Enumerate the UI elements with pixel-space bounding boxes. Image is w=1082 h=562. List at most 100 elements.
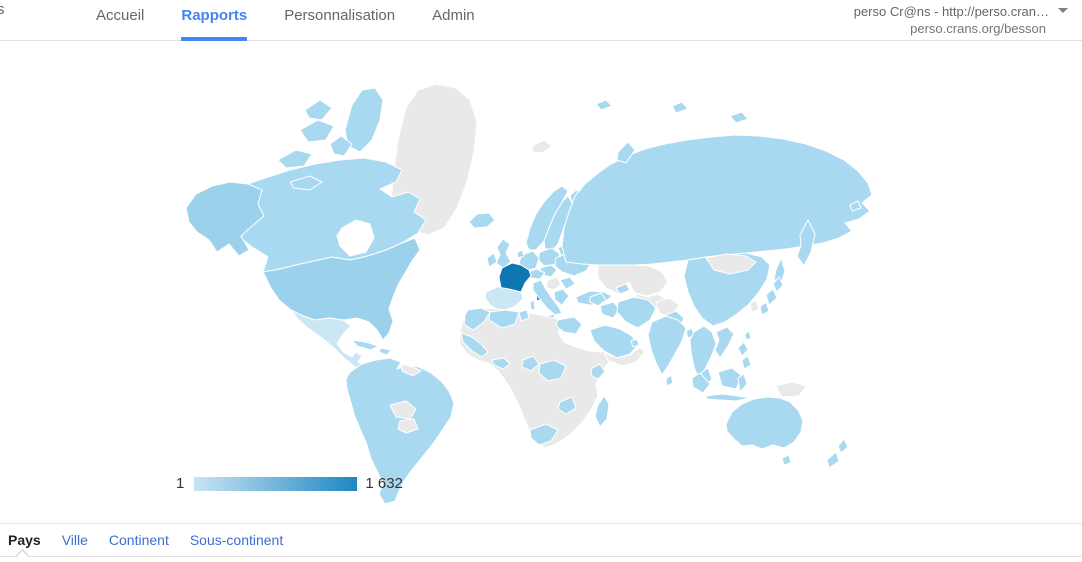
tab-continent[interactable]: Continent [108, 532, 169, 548]
geo-map[interactable]: 1 1 632 [0, 41, 1082, 523]
country-bulgaria[interactable] [559, 276, 576, 290]
country-philippines[interactable] [741, 355, 752, 370]
country-norway[interactable] [525, 185, 569, 251]
country-vietnam-laos[interactable] [714, 326, 735, 359]
nav-tab-rapports[interactable]: Rapports [181, 0, 248, 41]
island-wrangel[interactable] [849, 200, 862, 212]
country-united-kingdom[interactable] [495, 238, 512, 269]
country-sri-lanka[interactable] [665, 374, 674, 387]
country-iceland[interactable] [468, 212, 496, 229]
country-saudi-arabia[interactable] [589, 324, 639, 359]
tab-sous-continent[interactable]: Sous-continent [189, 532, 284, 548]
country-algeria[interactable] [488, 309, 520, 329]
island-novaya-zemlya[interactable] [616, 141, 636, 164]
island-tasmania[interactable] [781, 454, 792, 466]
country-canada[interactable] [217, 157, 427, 273]
country-cuba[interactable] [351, 339, 379, 351]
country-morocco[interactable] [463, 307, 491, 331]
country-kazakhstan[interactable] [597, 264, 669, 297]
nav-tab-admin[interactable]: Admin [432, 7, 475, 24]
nav-tab-accueil[interactable]: Accueil [96, 7, 145, 24]
tab-ville[interactable]: Ville [61, 532, 88, 548]
legend-min-value: 1 [176, 475, 185, 492]
country-japan[interactable] [759, 301, 770, 316]
arctic-island[interactable] [289, 175, 323, 191]
country-senegal-guinea[interactable] [460, 332, 489, 358]
account-selector[interactable]: perso Cr@ns - http://perso.cran… perso.c… [854, 3, 1068, 37]
peninsula-kamchatka[interactable] [796, 219, 816, 267]
country-philippines[interactable] [737, 341, 749, 357]
country-madagascar[interactable] [594, 395, 610, 428]
continent-south-america [345, 357, 455, 505]
country-syria[interactable] [589, 292, 607, 307]
tab-pays[interactable]: Pays [8, 532, 41, 548]
arctic-island[interactable] [344, 87, 384, 153]
continent-asia [561, 99, 873, 402]
country-france[interactable] [498, 262, 532, 296]
country-south-america[interactable] [345, 357, 455, 505]
country-russia[interactable] [561, 134, 873, 266]
country-mongolia[interactable] [705, 253, 757, 275]
arctic-island[interactable] [299, 119, 335, 143]
country-ireland[interactable] [486, 252, 498, 268]
country-taiwan[interactable] [744, 330, 752, 341]
country-paraguay[interactable] [397, 418, 419, 434]
country-benelux[interactable] [516, 249, 525, 259]
country-drc[interactable] [538, 359, 567, 382]
country-greece[interactable] [553, 288, 570, 306]
legend-gradient-bar [194, 476, 358, 491]
truncated-left-text: s [0, 1, 5, 18]
island-java[interactable] [705, 393, 751, 402]
country-italy[interactable] [532, 279, 563, 316]
country-korea[interactable] [749, 299, 760, 313]
country-bolivia[interactable] [389, 400, 417, 420]
country-tunisia[interactable] [518, 309, 530, 322]
island-sumatra[interactable] [691, 372, 711, 394]
country-india[interactable] [647, 315, 687, 376]
country-egypt[interactable] [555, 316, 583, 335]
country-afghanistan[interactable] [655, 297, 680, 317]
island-sulawesi[interactable] [737, 373, 748, 393]
country-ivory-coast-ghana[interactable] [491, 357, 511, 370]
country-cameroon-gabon[interactable] [521, 355, 540, 372]
dimension-tab-bar: Pays Ville Continent Sous-continent [0, 523, 1082, 562]
arctic-island[interactable] [304, 99, 333, 121]
country-spain-portugal[interactable] [484, 286, 524, 312]
island-sardinia[interactable] [529, 299, 536, 311]
caret-down-icon [1058, 8, 1068, 13]
country-australia[interactable] [725, 396, 804, 450]
country-caucasus[interactable] [615, 283, 631, 295]
country-zimbabwe-mozambique[interactable] [557, 396, 577, 415]
country-new-zealand[interactable] [837, 438, 849, 454]
island-svalbard[interactable] [531, 139, 553, 154]
country-serbia[interactable] [545, 276, 562, 291]
country-myanmar-thailand[interactable] [689, 325, 717, 380]
country-guyana[interactable] [400, 363, 422, 377]
country-yemen-oman[interactable] [603, 346, 646, 367]
arctic-island[interactable] [277, 149, 313, 169]
country-china[interactable] [683, 252, 771, 327]
arctic-island[interactable] [329, 135, 353, 157]
country-iraq[interactable] [599, 301, 621, 319]
country-new-zealand[interactable] [826, 451, 840, 469]
continent-africa [459, 307, 618, 449]
main-nav-tabs: Accueil Rapports Personnalisation Admin [96, 0, 512, 41]
island-hispaniola[interactable] [378, 347, 392, 356]
continent-north-america [185, 83, 478, 382]
country-south-africa[interactable] [529, 423, 559, 446]
country-papua-new-guinea[interactable] [775, 381, 807, 398]
country-japan[interactable] [765, 288, 778, 306]
dimension-tabs: Pays Ville Continent Sous-continent [0, 524, 1082, 548]
footer-divider [0, 549, 1082, 562]
country-iran[interactable] [616, 296, 657, 329]
country-uae[interactable] [630, 338, 640, 348]
island-new-siberian[interactable] [729, 111, 749, 124]
top-nav-bar: s Accueil Rapports Personnalisation Admi… [0, 0, 1082, 41]
nav-tab-personnalisation[interactable]: Personnalisation [284, 7, 396, 24]
country-japan[interactable] [772, 276, 784, 293]
country-kenya[interactable] [590, 363, 606, 380]
account-property-name: perso Cr@ns - http://perso.cran… [854, 3, 1068, 20]
state-alaska[interactable] [185, 181, 265, 257]
island-severnaya-zemlya[interactable] [671, 101, 689, 114]
island-franz-josef[interactable] [595, 99, 613, 111]
